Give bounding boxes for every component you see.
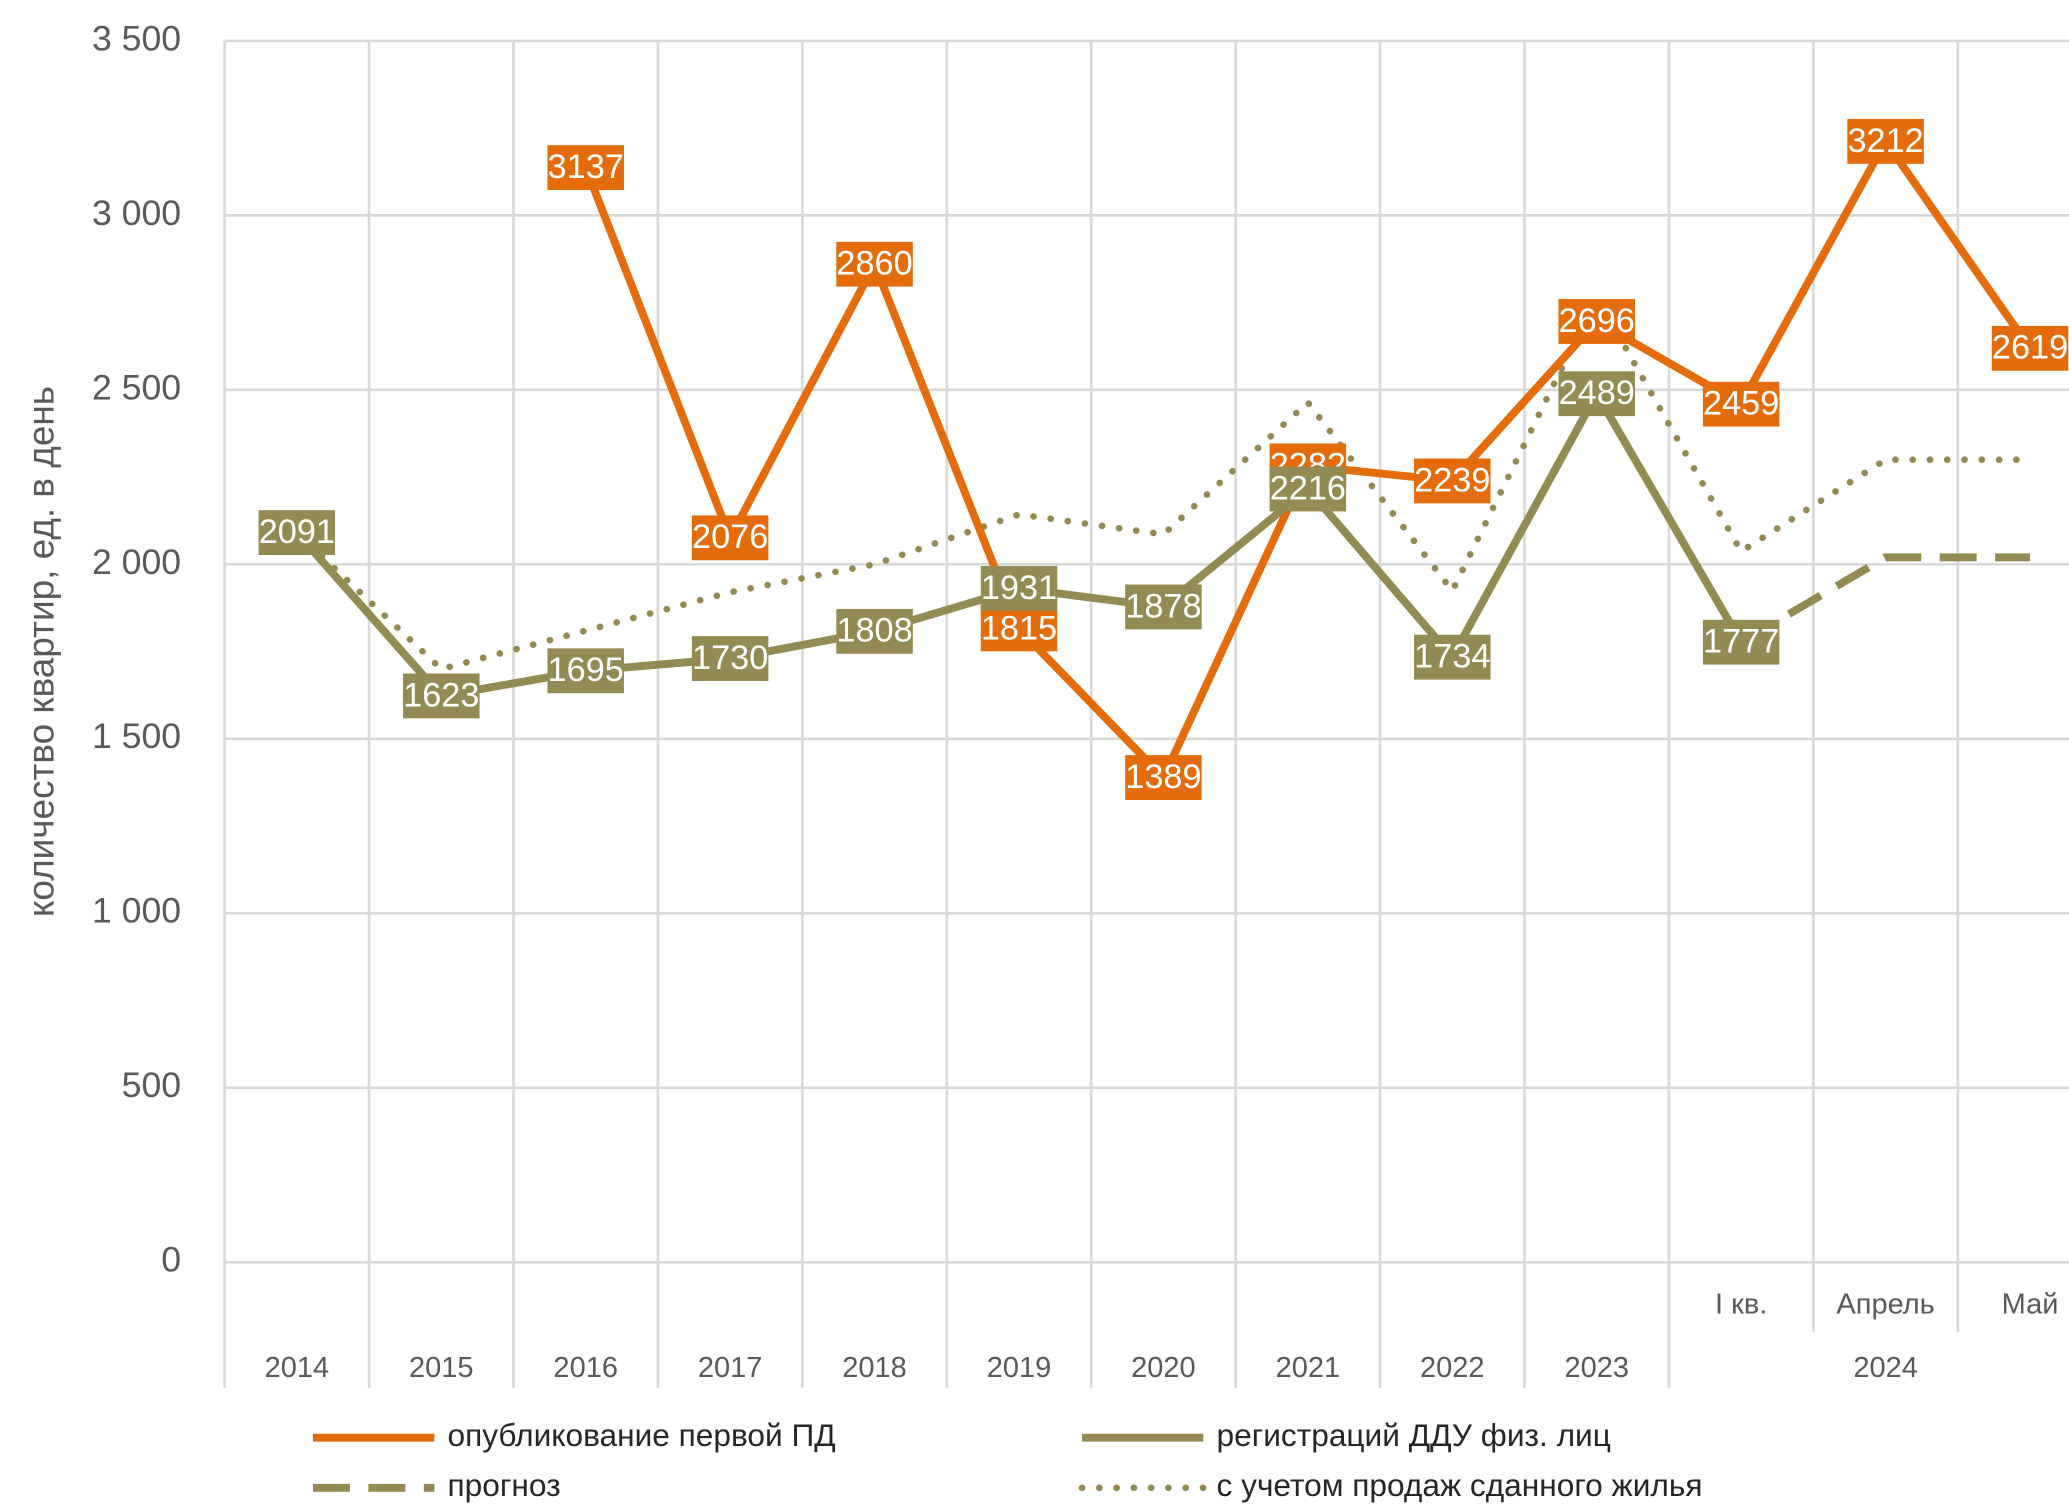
data-label-box	[1269, 466, 1347, 512]
data-label: 1777	[1703, 623, 1779, 661]
x-tick-label: 2014	[265, 1352, 330, 1384]
legend-label: прогноз	[448, 1467, 561, 1503]
x-group-label: 2024	[1853, 1352, 1918, 1384]
data-label: 3137	[548, 148, 624, 186]
data-label: 2459	[1703, 385, 1779, 423]
y-tick-label: 0	[161, 1240, 181, 1280]
y-tick-label: 2 000	[92, 542, 181, 582]
data-label: 3212	[1847, 122, 1923, 160]
data-label-box	[691, 636, 769, 681]
x-tick-label: 2018	[842, 1352, 907, 1384]
x-tick-label: Апрель	[1836, 1288, 1934, 1320]
y-tick-label: 2 500	[92, 367, 181, 407]
data-label: 2619	[1992, 329, 2068, 367]
x-tick-label: 2021	[1276, 1352, 1341, 1384]
data-label: 2091	[259, 513, 335, 551]
series-line	[293, 293, 2034, 673]
data-label: 2489	[1559, 374, 1635, 412]
x-tick-label: I кв.	[1715, 1288, 1767, 1320]
data-label-box	[547, 145, 624, 190]
x-tick-label: 2023	[1564, 1352, 1629, 1384]
y-tick-label: 3 000	[92, 193, 181, 233]
y-tick-label: 500	[122, 1065, 181, 1105]
data-label-box	[836, 608, 913, 654]
series-line	[1739, 553, 2031, 646]
data-label: 1695	[548, 651, 624, 689]
data-label: 1730	[692, 639, 768, 677]
x-tick-label: 2022	[1420, 1352, 1485, 1384]
data-label: 2860	[836, 245, 912, 283]
data-label-box	[980, 566, 1058, 611]
data-label-box	[1702, 381, 1780, 427]
data-label-box	[980, 606, 1058, 652]
data-label-box	[836, 241, 913, 287]
data-label-box	[1414, 458, 1491, 504]
data-label-box	[1125, 584, 1202, 630]
data-label-box	[1847, 118, 1924, 164]
x-tick-label: 2017	[698, 1352, 763, 1384]
data-label-box	[1991, 325, 2069, 371]
y-tick-label: 1 500	[92, 716, 181, 756]
data-label: 2696	[1559, 302, 1635, 340]
x-tick-label: Май	[2002, 1288, 2059, 1320]
data-label-box	[691, 515, 769, 561]
y-axis-title: количество квартир, ед. в день	[21, 386, 62, 917]
x-tick-label: 2020	[1131, 1352, 1196, 1384]
data-label: 2239	[1414, 461, 1490, 499]
y-tick-label: 1 000	[92, 891, 181, 931]
legend-label: регистраций ДДУ физ. лиц	[1217, 1417, 1611, 1453]
data-label: 1878	[1125, 587, 1201, 625]
legend-label: с учетом продаж сданного жилья	[1217, 1467, 1703, 1503]
x-tick-label: 2015	[409, 1352, 474, 1384]
data-label: 2076	[692, 518, 768, 556]
data-label: 2216	[1270, 469, 1346, 507]
data-label: 1623	[403, 676, 479, 714]
data-label: 1808	[836, 612, 912, 650]
data-label: 1734	[1414, 638, 1490, 676]
data-label-box	[1414, 634, 1491, 680]
data-label: 1389	[1125, 758, 1201, 796]
data-label-box	[1125, 755, 1202, 800]
data-label-box	[1558, 371, 1635, 417]
data-label: 1931	[981, 569, 1057, 607]
x-tick-label: 2019	[987, 1352, 1052, 1384]
data-label-box	[1558, 299, 1635, 344]
data-label-box	[403, 673, 480, 719]
legend-label: опубликование первой ПД	[448, 1417, 836, 1453]
data-label-box	[1702, 619, 1780, 665]
x-tick-label: 2016	[553, 1352, 618, 1384]
data-label-box	[258, 510, 336, 556]
data-label-box	[547, 648, 624, 694]
data-label: 1815	[981, 609, 1057, 647]
y-tick-label: 3 500	[92, 18, 181, 58]
